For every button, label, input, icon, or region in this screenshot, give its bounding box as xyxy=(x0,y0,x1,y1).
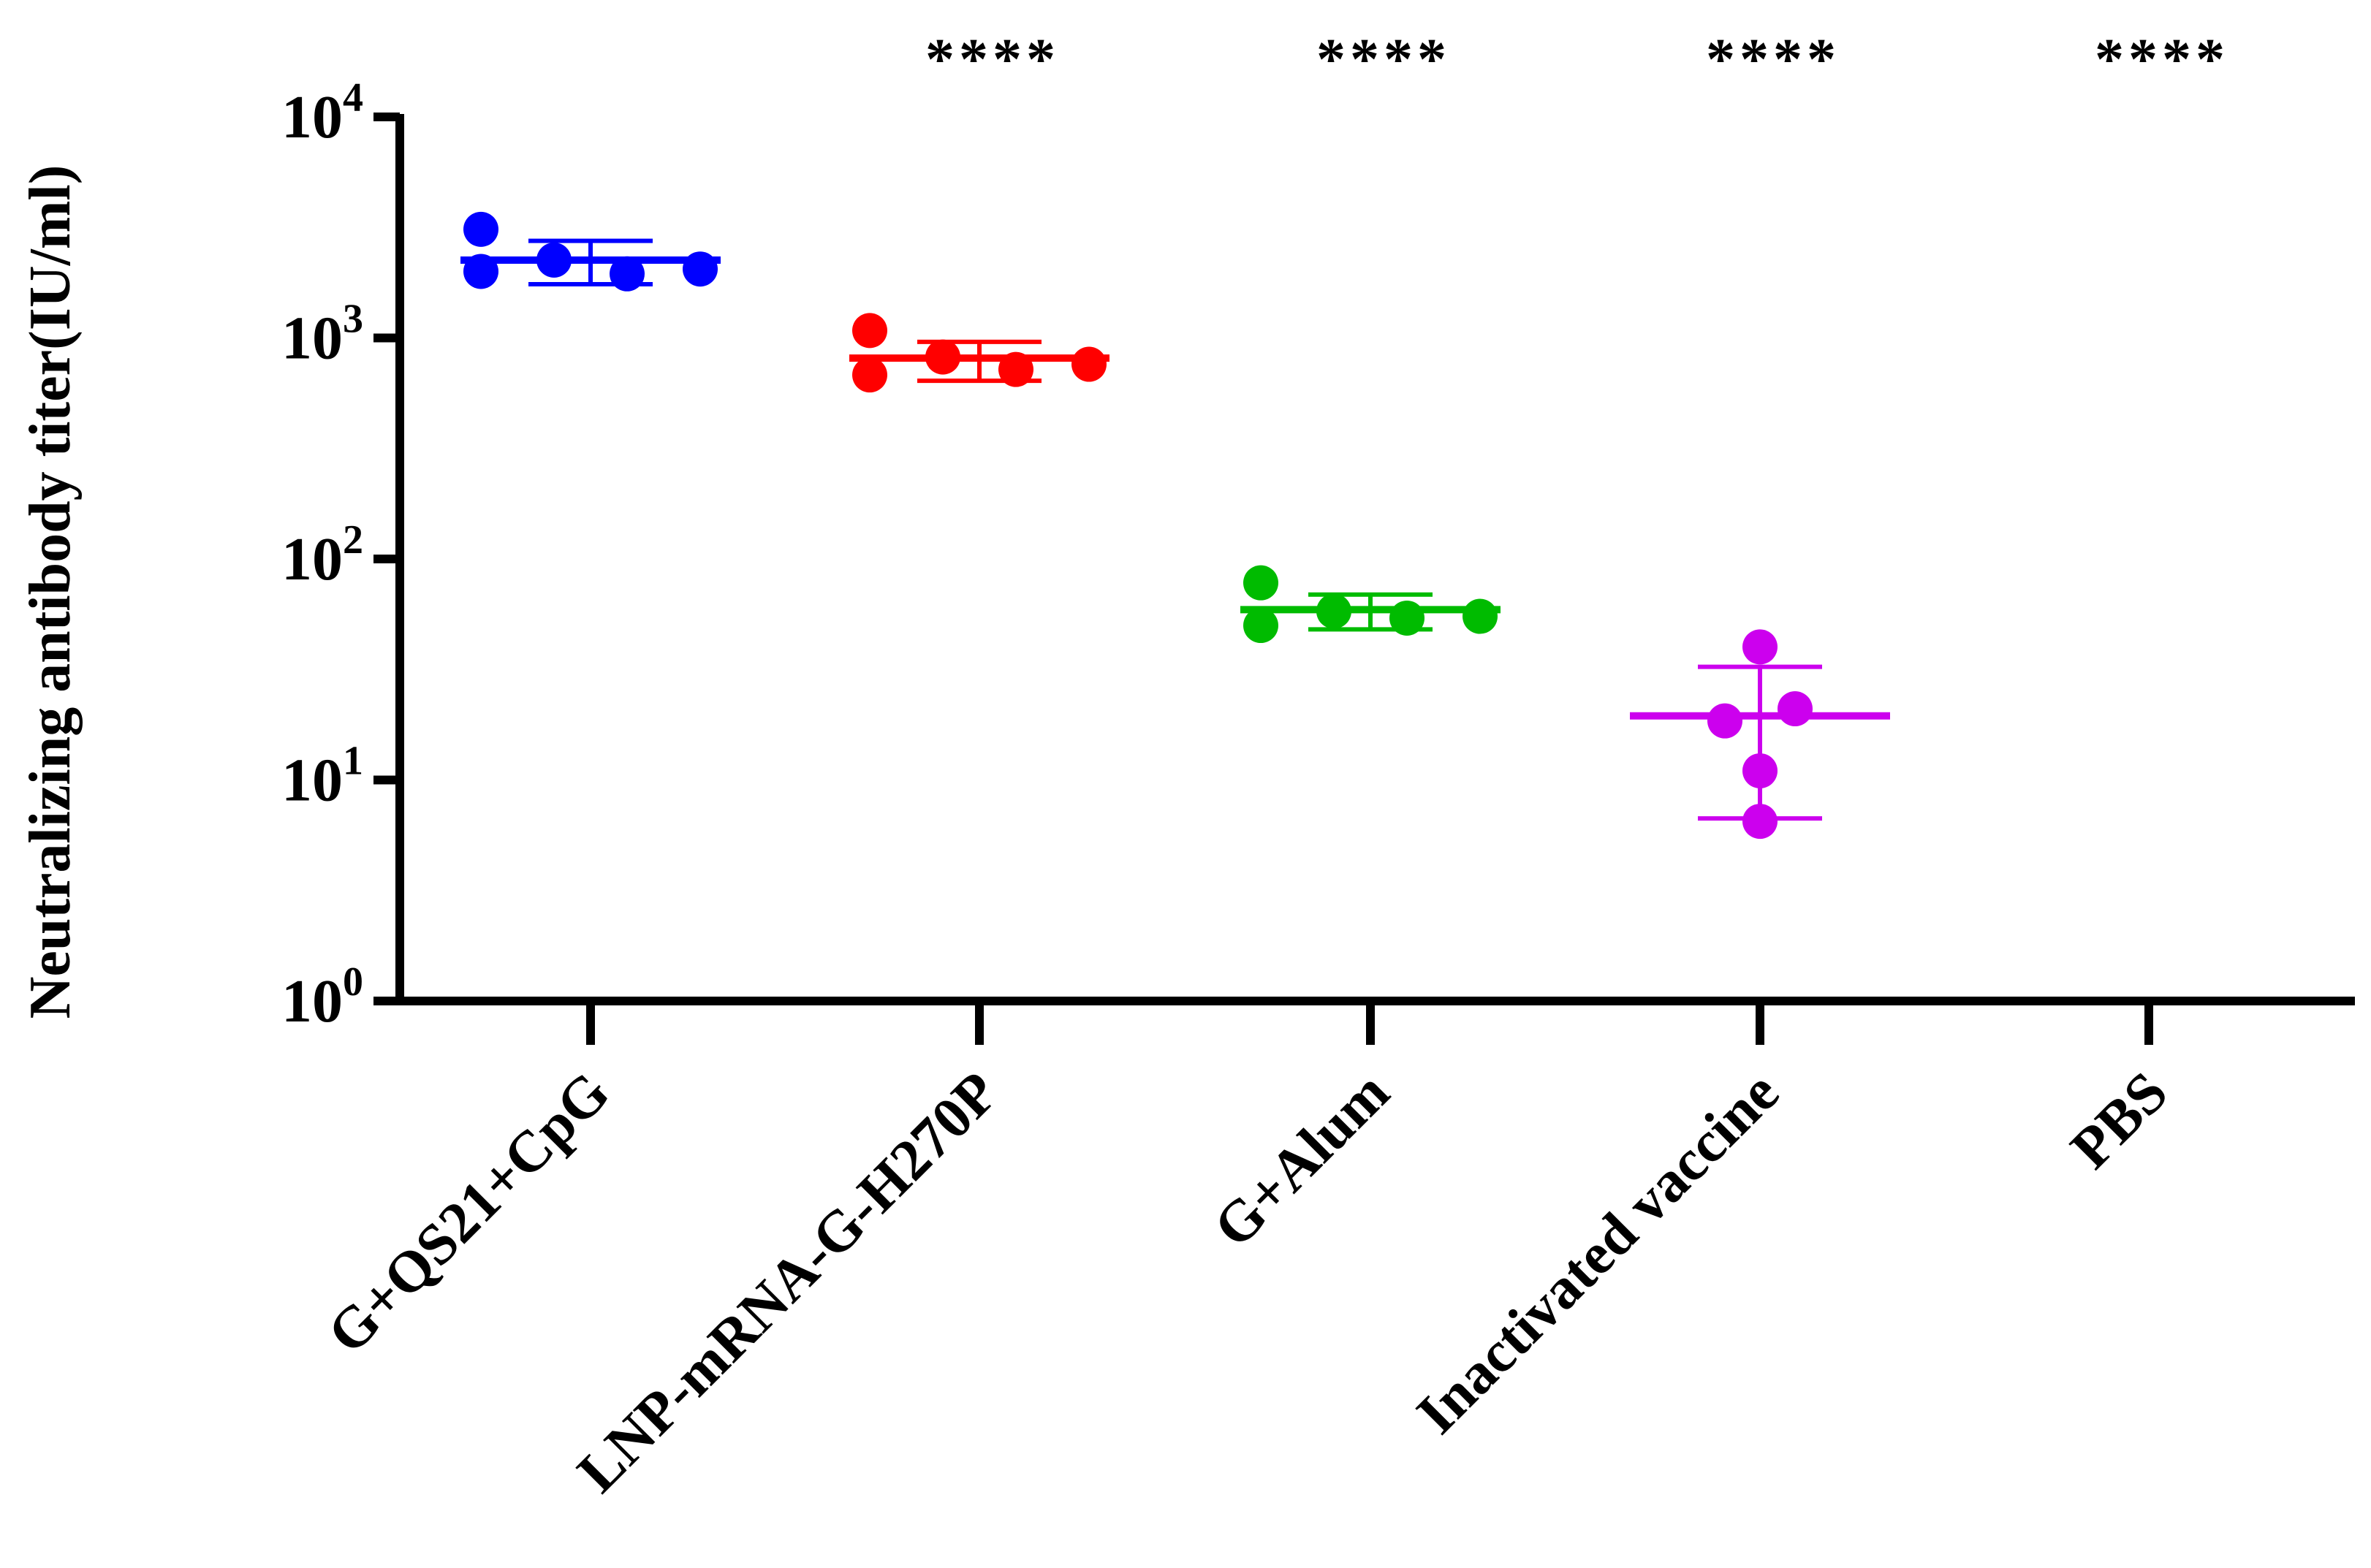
data-point-3-2 xyxy=(1778,691,1813,727)
axes xyxy=(373,113,2355,1045)
data-point-3-1 xyxy=(1707,703,1742,739)
data-point-0-1 xyxy=(463,254,498,289)
data-point-1-1 xyxy=(852,357,887,393)
data-point-0-0 xyxy=(463,211,498,247)
y-tick-label-3: 103 xyxy=(281,297,363,373)
x-tick-label-1: LNP-mRNA-G-H270P xyxy=(566,1060,1011,1505)
y-tick-label-1: 101 xyxy=(281,739,363,815)
x-tick-label-4: PBS xyxy=(2059,1060,2180,1181)
significance-label-4: **** xyxy=(2095,28,2229,92)
significance-label-3: **** xyxy=(1706,28,1840,92)
data-point-0-4 xyxy=(683,251,718,287)
data-point-1-3 xyxy=(998,351,1033,387)
data-point-2-0 xyxy=(1243,565,1278,601)
data-point-2-4 xyxy=(1463,598,1498,634)
data-point-0-2 xyxy=(536,242,572,278)
data-point-0-3 xyxy=(610,256,645,292)
significance-labels: **** **** **** **** xyxy=(925,28,2229,92)
y-tick-label-0: 100 xyxy=(281,959,363,1035)
y-tick-label-2: 102 xyxy=(281,517,363,593)
y-tick-labels: 100 101 102 103 104 xyxy=(281,75,363,1035)
data-point-1-2 xyxy=(925,339,960,375)
data-point-2-1 xyxy=(1243,608,1278,644)
data-marks xyxy=(460,211,1890,840)
data-point-1-0 xyxy=(852,313,887,349)
y-tick-label-4: 104 xyxy=(281,75,363,151)
group-3 xyxy=(1630,629,1890,840)
group-1 xyxy=(849,313,1109,393)
data-point-3-4 xyxy=(1742,804,1778,840)
x-tick-label-3: Inactivated vaccine xyxy=(1405,1060,1791,1447)
data-point-1-4 xyxy=(1071,346,1107,382)
data-point-2-2 xyxy=(1316,593,1351,629)
significance-label-2: **** xyxy=(1316,28,1451,92)
y-axis-label: Neutralizing antibody titer(IU/ml) xyxy=(18,165,83,1019)
group-2 xyxy=(1240,565,1501,644)
data-point-3-3 xyxy=(1742,753,1778,788)
x-tick-label-2: G+Alum xyxy=(1202,1060,1402,1260)
x-tick-label-0: G+QS21+CpG xyxy=(316,1060,622,1366)
data-point-3-0 xyxy=(1742,629,1778,665)
data-point-2-3 xyxy=(1389,600,1425,636)
significance-label-1: **** xyxy=(925,28,1060,92)
group-0 xyxy=(460,211,721,292)
